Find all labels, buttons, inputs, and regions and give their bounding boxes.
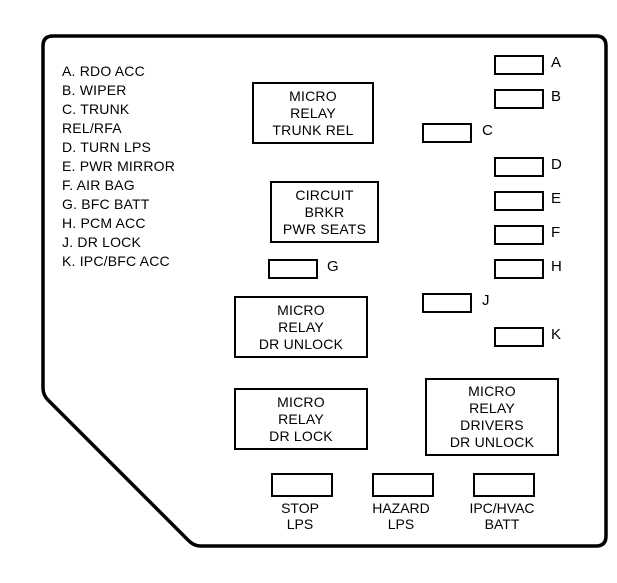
- legend-D: D. TURN LPS: [62, 138, 175, 157]
- relay-drlk-l1: MICRO: [277, 394, 325, 411]
- fuse-slot-G: [268, 259, 318, 279]
- fuse-slot-B: [494, 89, 544, 109]
- relay-drlk-l3: DR LOCK: [269, 428, 333, 445]
- legend-C: C. TRUNK: [62, 100, 175, 119]
- relay-drvul-l4: DR UNLOCK: [450, 434, 534, 451]
- fuse-label-A: A: [551, 54, 561, 71]
- fuse-slot-ipc-hvac: [473, 473, 535, 497]
- fuse-slot-H: [494, 259, 544, 279]
- relay-drvul-l3: DRIVERS: [460, 417, 524, 434]
- legend-E: E. PWR MIRROR: [62, 157, 175, 176]
- fuse-label-J: J: [482, 292, 490, 309]
- relay-dr-lock: MICRO RELAY DR LOCK: [234, 388, 368, 450]
- relay-drul1-l2: RELAY: [278, 319, 324, 336]
- legend-F: F. AIR BAG: [62, 176, 175, 195]
- fuse-slot-A: [494, 55, 544, 75]
- fuse-label-C: C: [482, 122, 493, 139]
- relay-drvul-l1: MICRO: [468, 383, 516, 400]
- fuse-label-F: F: [551, 224, 560, 241]
- relay-drlk-l2: RELAY: [278, 411, 324, 428]
- haz-l1: HAZARD: [365, 500, 437, 516]
- legend-H: H. PCM ACC: [62, 214, 175, 233]
- relay-brkr-l1: CIRCUIT: [295, 187, 353, 204]
- fuse-panel-diagram: A. RDO ACC B. WIPER C. TRUNK REL/RFA D. …: [0, 0, 617, 583]
- legend-A: A. RDO ACC: [62, 62, 175, 81]
- relay-drvul-l2: RELAY: [469, 400, 515, 417]
- fuse-slot-K: [494, 327, 544, 347]
- ipc-l2: BATT: [461, 516, 543, 532]
- fuse-label-D: D: [551, 156, 562, 173]
- legend-K: K. IPC/BFC ACC: [62, 252, 175, 271]
- relay-drivers-dr-unlock: MICRO RELAY DRIVERS DR UNLOCK: [425, 378, 559, 456]
- fuse-label-K: K: [551, 326, 561, 343]
- fuse-label-B: B: [551, 88, 561, 105]
- relay-trunk-l2: RELAY: [290, 105, 336, 122]
- fuse-label-G: G: [327, 258, 339, 275]
- fuse-slot-F: [494, 225, 544, 245]
- stop-l2: LPS: [271, 516, 329, 532]
- relay-drul1-l3: DR UNLOCK: [259, 336, 343, 353]
- fuse-caption-stop: STOP LPS: [271, 500, 329, 532]
- legend-list: A. RDO ACC B. WIPER C. TRUNK REL/RFA D. …: [62, 62, 175, 271]
- fuse-caption-hazard: HAZARD LPS: [365, 500, 437, 532]
- haz-l2: LPS: [365, 516, 437, 532]
- legend-J: J. DR LOCK: [62, 233, 175, 252]
- legend-B: B. WIPER: [62, 81, 175, 100]
- stop-l1: STOP: [271, 500, 329, 516]
- legend-G: G. BFC BATT: [62, 195, 175, 214]
- fuse-slot-D: [494, 157, 544, 177]
- fuse-slot-E: [494, 191, 544, 211]
- fuse-slot-C: [422, 123, 472, 143]
- relay-trunk: MICRO RELAY TRUNK REL: [252, 82, 374, 144]
- fuse-slot-J: [422, 293, 472, 313]
- relay-circuit-brkr: CIRCUIT BRKR PWR SEATS: [270, 181, 379, 243]
- fuse-label-H: H: [551, 258, 562, 275]
- relay-trunk-l1: MICRO: [289, 88, 337, 105]
- relay-trunk-l3: TRUNK REL: [272, 122, 353, 139]
- relay-brkr-l2: BRKR: [305, 204, 345, 221]
- fuse-caption-ipc: IPC/HVAC BATT: [461, 500, 543, 532]
- fuse-slot-stop: [271, 473, 333, 497]
- ipc-l1: IPC/HVAC: [461, 500, 543, 516]
- relay-drul1-l1: MICRO: [277, 302, 325, 319]
- legend-C2: REL/RFA: [62, 119, 175, 138]
- relay-dr-unlock: MICRO RELAY DR UNLOCK: [234, 296, 368, 358]
- fuse-slot-hazard: [372, 473, 434, 497]
- relay-brkr-l3: PWR SEATS: [283, 221, 366, 238]
- fuse-label-E: E: [551, 190, 561, 207]
